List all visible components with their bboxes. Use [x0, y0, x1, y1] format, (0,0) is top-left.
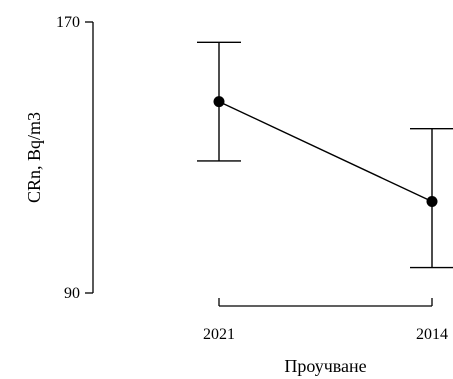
- y-ticks: 90 170: [56, 14, 93, 302]
- plot-area: [197, 41, 453, 269]
- x-axis-title: Проучване: [284, 356, 366, 376]
- x-tick-label: 2021: [203, 326, 235, 343]
- y-tick-label: 170: [56, 14, 80, 31]
- y-axis-title: CRn, Bq/m3: [24, 112, 44, 203]
- axes: 90 170 2021 2014: [56, 14, 448, 343]
- data-point: [213, 96, 225, 108]
- series-line: [218, 100, 433, 203]
- x-tick-label: 2014: [416, 326, 448, 343]
- x-ticks: 2021 2014: [203, 298, 448, 343]
- y-tick-label: 90: [64, 285, 80, 302]
- data-point: [426, 196, 438, 208]
